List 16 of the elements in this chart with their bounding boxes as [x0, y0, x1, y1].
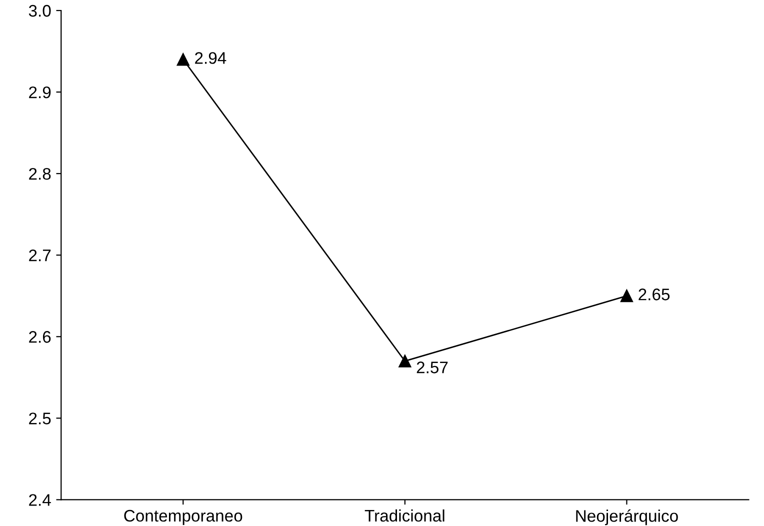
- x-tick-label: Neojerárquico: [576, 509, 678, 526]
- y-tick-label: 2.7: [29, 250, 51, 262]
- data-label: 2.94: [195, 52, 226, 64]
- y-tick-label: 2.8: [29, 168, 51, 180]
- y-tick-label: 2.6: [29, 331, 51, 343]
- x-tick-label: Contemporaneo: [124, 510, 242, 525]
- y-tick-label: 2.5: [29, 412, 51, 424]
- y-tick-label: 2.9: [29, 86, 51, 98]
- x-tick-label: Tradicional: [364, 509, 444, 522]
- y-tick-label: 2.4: [29, 494, 51, 506]
- data-label: 2.57: [416, 362, 448, 374]
- y-tick-label: 3.0: [28, 4, 51, 17]
- point: [398, 354, 412, 368]
- point: [176, 53, 190, 66]
- point: [620, 290, 633, 302]
- data-label: 2.65: [638, 288, 670, 300]
